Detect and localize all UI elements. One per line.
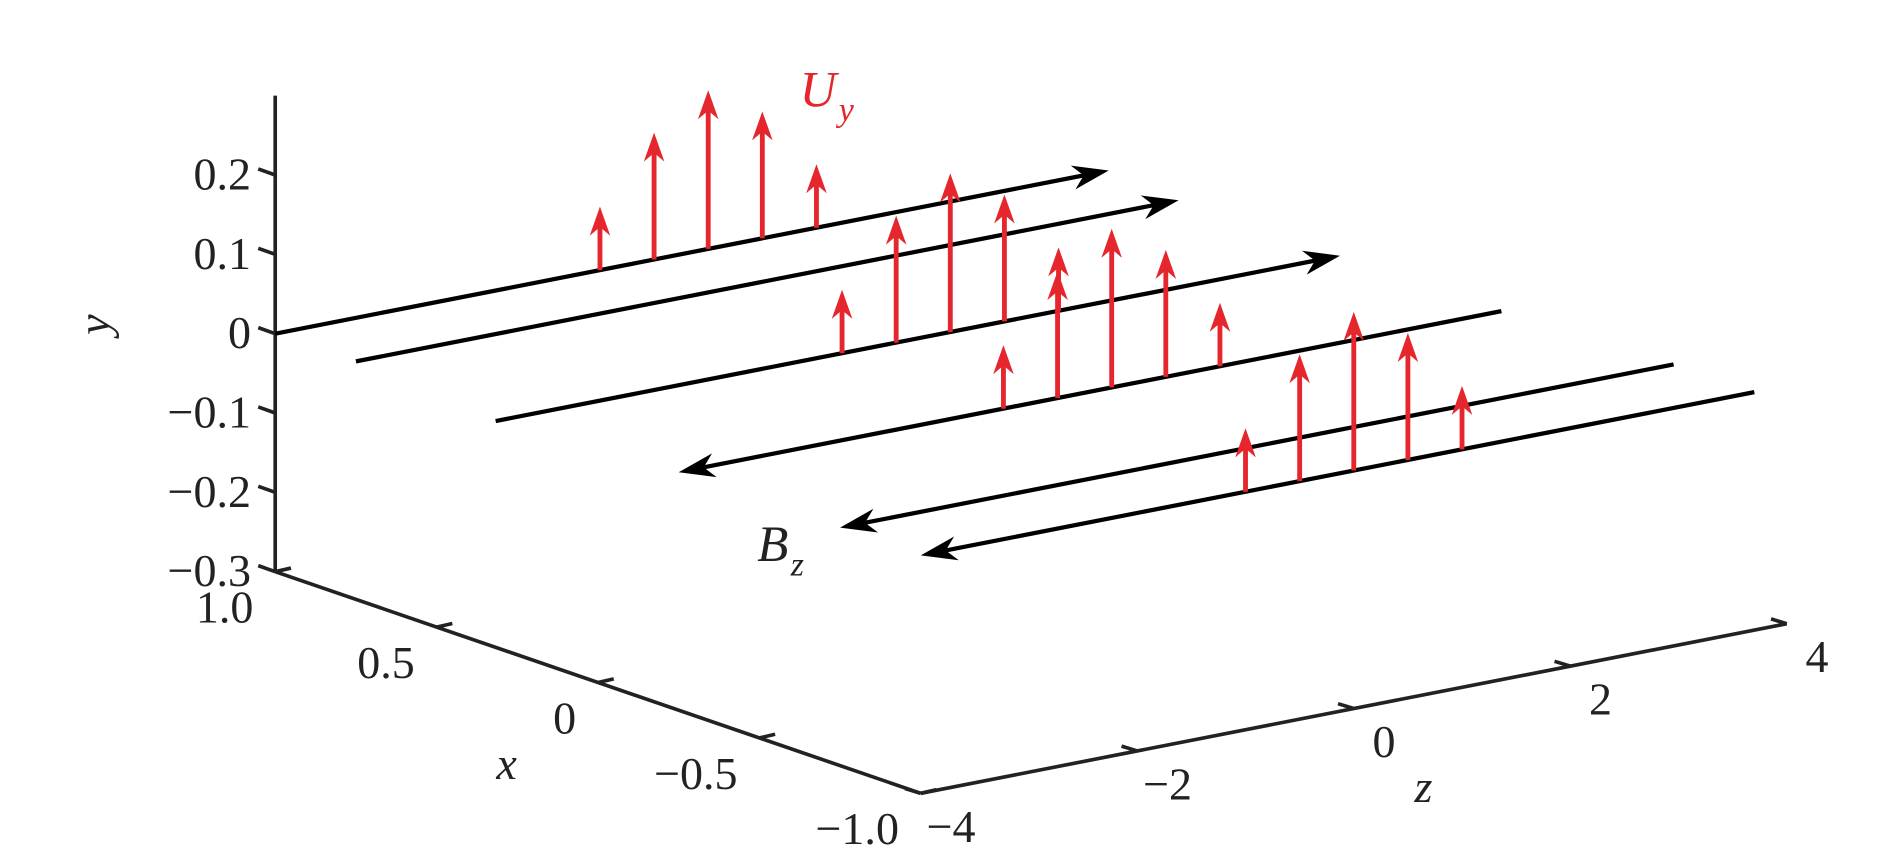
arrowhead	[993, 345, 1014, 375]
x-axis-label: x	[495, 738, 517, 789]
arrowhead	[1101, 228, 1122, 258]
annotation-text: U	[800, 63, 840, 119]
y-tick-label: −0.2	[168, 466, 251, 517]
x-tick	[758, 732, 776, 740]
y-tick	[257, 246, 276, 257]
y-tick-label: 0.1	[193, 228, 251, 279]
y-tick	[257, 167, 276, 177]
arrowhead	[1289, 354, 1310, 384]
z-tick-label: 2	[1589, 674, 1612, 725]
arrowhead	[1235, 428, 1256, 458]
arrowhead	[1451, 385, 1473, 415]
x-tick	[274, 566, 292, 574]
arrowhead	[643, 132, 665, 162]
arrowhead	[1070, 165, 1109, 190]
arrowhead	[589, 206, 611, 236]
y-tick-label: −0.1	[168, 387, 251, 438]
x-tick-label: 0.5	[357, 637, 415, 688]
arrowhead	[840, 508, 879, 533]
arrowhead	[1397, 333, 1419, 363]
z-tick	[1337, 701, 1355, 711]
z-axis-label: z	[1413, 761, 1432, 812]
arrowhead	[1343, 311, 1365, 341]
y-tick	[257, 325, 276, 336]
arrowhead	[697, 90, 719, 120]
arrowhead	[885, 215, 907, 245]
y-axis-label: y	[68, 314, 119, 339]
z-tick	[1553, 659, 1571, 668]
x-tick-label: 1.0	[196, 582, 254, 633]
z-tick	[904, 786, 922, 796]
y-tick	[257, 484, 276, 495]
annotation-text: B	[757, 517, 788, 573]
z-tick	[1120, 744, 1138, 753]
x-tick	[920, 787, 937, 796]
field-line	[355, 202, 1156, 364]
z-tick-label: 0	[1373, 716, 1396, 767]
arrowhead	[678, 453, 717, 478]
z-tick-label: −4	[927, 801, 976, 852]
annotation: Uy	[800, 63, 855, 130]
x-tick-label: −0.5	[654, 748, 737, 799]
annotation-subscript: y	[836, 92, 855, 129]
y-tick-label: −0.3	[168, 545, 251, 596]
z-tick-label: −2	[1143, 758, 1192, 809]
z-tick-label: 4	[1806, 631, 1829, 682]
arrowhead	[1302, 250, 1340, 275]
x-tick	[436, 621, 453, 629]
x-tick-label: −1.0	[815, 803, 898, 854]
x-tick-label: 0	[553, 692, 576, 743]
field-line	[863, 362, 1675, 526]
y-tick	[257, 563, 276, 574]
arrowhead	[806, 164, 827, 194]
arrowhead	[1047, 271, 1068, 301]
arrowhead	[920, 536, 959, 561]
arrowhead	[1209, 302, 1231, 332]
arrowhead	[1048, 247, 1069, 277]
y-tick-label: 0	[228, 307, 251, 358]
z-tick	[1770, 617, 1788, 626]
y-tick-label: 0.2	[193, 149, 251, 200]
arrowhead	[752, 111, 773, 141]
annotation: Bz	[757, 517, 804, 584]
arrowhead	[831, 289, 853, 319]
x-axis	[274, 569, 922, 796]
y-tick	[257, 405, 276, 415]
field-line	[495, 258, 1317, 424]
field-line	[702, 309, 1502, 470]
arrowhead	[1155, 249, 1177, 279]
field-line	[944, 390, 1755, 553]
arrowhead	[940, 173, 961, 203]
arrowhead	[1140, 195, 1179, 220]
x-tick	[597, 677, 615, 685]
annotation-subscript: z	[790, 546, 804, 583]
field-line	[274, 173, 1086, 336]
arrowhead	[994, 194, 1015, 224]
